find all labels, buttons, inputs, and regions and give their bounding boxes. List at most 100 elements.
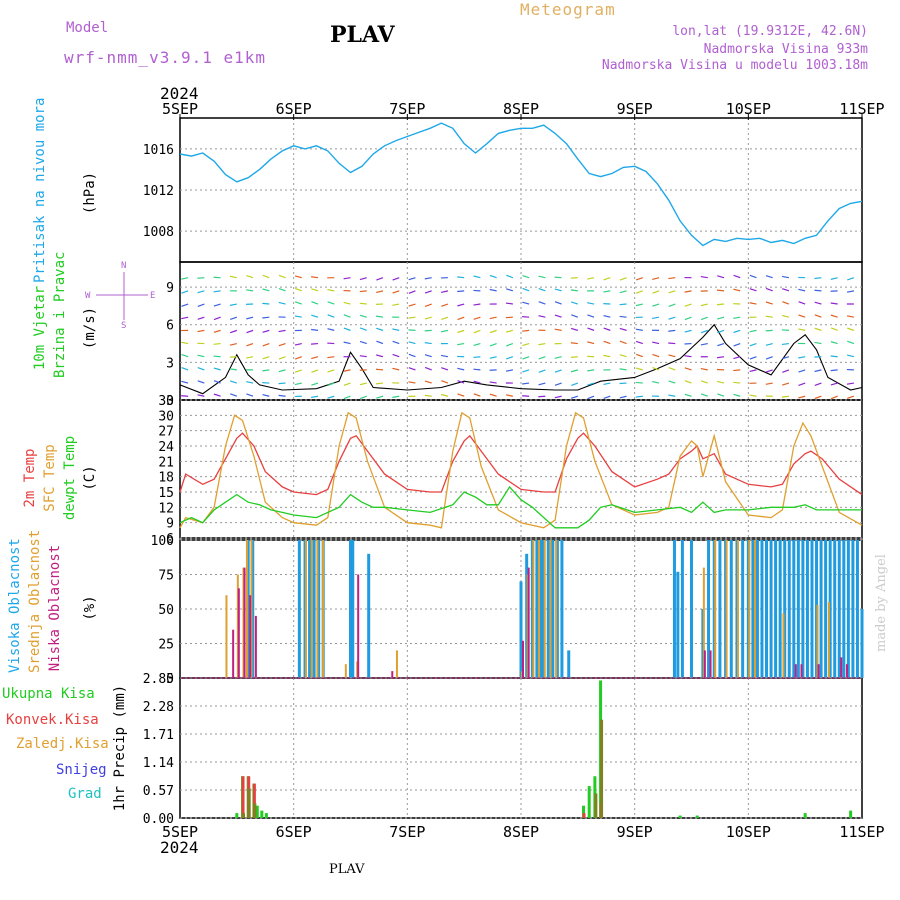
wind-arrow — [181, 341, 189, 345]
wind-arrow — [782, 369, 790, 373]
bottom-tick-label: 11SEP — [839, 823, 884, 841]
wind-arrow — [473, 368, 481, 371]
wind-arrow — [538, 315, 546, 318]
cloud-low-bar — [243, 567, 246, 678]
wind-arrow — [392, 340, 400, 345]
wind-arrow — [424, 342, 432, 345]
model-altitude-text: Nadmorska Visina u modelu 1003.18m — [601, 58, 868, 73]
wind-arrow — [635, 328, 643, 331]
wind-arrow — [408, 277, 416, 281]
wind-arrow — [700, 275, 708, 279]
wind-arrow — [246, 393, 254, 397]
wind-arrow — [716, 356, 725, 359]
wind-arrow — [506, 274, 514, 279]
cloud-mid-bar — [395, 650, 398, 678]
wind-arrow — [376, 327, 384, 331]
precip-ytick-label: 1.71 — [143, 728, 174, 743]
cloud-high-bar — [860, 609, 864, 678]
wind-arrow — [327, 395, 335, 399]
compass-s: S — [121, 321, 126, 331]
wind-arrow — [668, 277, 676, 280]
wind-arrow — [424, 290, 432, 294]
wind-arrow — [782, 382, 790, 386]
wind-arrow — [473, 275, 481, 279]
wind-arrow — [652, 380, 660, 384]
cloud-high-bar — [308, 540, 312, 678]
wind-arrow — [716, 303, 725, 306]
wind-arrow — [327, 356, 335, 359]
wind-arrow — [782, 356, 790, 360]
wind-arrow — [294, 287, 302, 292]
wind-arrow — [246, 356, 254, 359]
wind-arrow — [310, 342, 319, 345]
wind-arrow — [457, 342, 465, 346]
temperature-ytick-label: 21 — [158, 455, 174, 470]
precip-grid-bar — [247, 788, 251, 818]
wind-arrow — [554, 356, 562, 359]
wind-arrow — [782, 288, 790, 292]
precip-ytick-label: 0.00 — [143, 812, 174, 827]
wind-arrow — [717, 275, 725, 279]
wind-arrow — [830, 277, 838, 280]
cloud-high-bar — [546, 540, 550, 678]
wind-arrow — [440, 329, 449, 333]
wind-arrow — [457, 393, 465, 397]
wind-arrow — [489, 342, 497, 347]
cloud-high-bar — [760, 540, 764, 678]
wind-arrow — [359, 277, 367, 281]
temperature-ytick-label: 27 — [158, 425, 174, 440]
temperature-ytick-label: 15 — [158, 486, 174, 501]
wind-arrow — [181, 290, 189, 294]
wind-arrow — [327, 382, 335, 387]
wind-arrow — [262, 393, 270, 397]
wind-arrow — [700, 393, 708, 397]
wind-arrow — [311, 276, 319, 279]
precip-grid-bar — [594, 793, 598, 818]
wind-arrow — [197, 277, 205, 279]
wind-arrow — [846, 354, 855, 358]
wind-arrow — [213, 329, 221, 333]
altitude-text: Nadmorska Visina 933m — [703, 42, 868, 57]
precip-total-bar — [235, 813, 239, 818]
wind-arrow — [733, 274, 741, 279]
wind-arrow — [181, 316, 189, 320]
wind-arrow — [294, 301, 302, 305]
wind-arrow — [197, 290, 205, 294]
wind-arrow — [635, 277, 643, 281]
precip-legend-total: Ukupna Kisa — [2, 686, 95, 702]
wind-arrow — [246, 381, 254, 384]
wind-arrow — [278, 287, 286, 292]
temperature-ytick-label: 24 — [158, 440, 174, 455]
wind-arrow — [733, 288, 741, 292]
wind-arrow — [376, 340, 384, 345]
wind-arrow — [359, 314, 367, 318]
wind-arrow — [570, 289, 578, 292]
precip-ytick-label: 1.14 — [143, 756, 174, 771]
wind-arrow — [229, 303, 237, 306]
wind-arrow — [814, 382, 822, 386]
wind-arrow — [603, 354, 611, 358]
wind-arrow — [668, 290, 676, 294]
wind-arrow — [392, 290, 400, 294]
wind-arrow — [846, 382, 854, 385]
wind-arrow — [570, 395, 579, 399]
wind-arrow — [505, 394, 514, 397]
wind-arrow — [457, 316, 465, 321]
wind-arrow — [554, 395, 562, 399]
wind-arrow — [619, 395, 627, 399]
wind-arrow — [343, 301, 351, 305]
wind-arrow — [424, 380, 432, 384]
wind-arrow — [473, 303, 481, 306]
wind-arrow — [278, 329, 286, 333]
wind-arrow — [570, 342, 578, 345]
cloud-high-bar — [755, 540, 759, 678]
wind-arrow — [554, 328, 562, 331]
pressure-ytick-label: 1016 — [143, 143, 174, 158]
wind-arrow — [782, 301, 790, 305]
pressure-line — [179, 122, 863, 247]
wind-arrow — [700, 316, 708, 321]
wind-arrow — [246, 316, 254, 320]
wind-arrow — [847, 277, 855, 281]
wind-arrow — [733, 369, 741, 372]
wind-arrow — [230, 329, 238, 334]
